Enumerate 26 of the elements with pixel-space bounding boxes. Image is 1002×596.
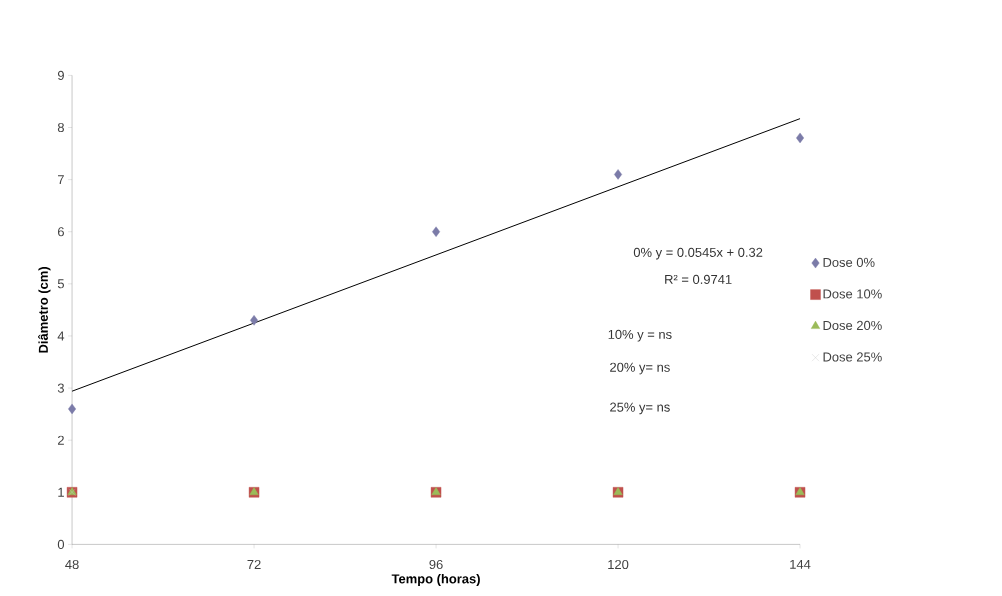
legend-label: Dose 10%	[823, 289, 882, 299]
annotation: 20% y= ns	[610, 362, 670, 375]
y-tick-label: 9	[57, 70, 64, 80]
x-tick-label: 120	[608, 559, 629, 570]
legend-label: Dose 0%	[823, 257, 875, 267]
annotation: 0% y = 0.0545x + 0.32	[633, 247, 763, 260]
annotation: 25% y= ns	[610, 402, 670, 415]
y-tick-label: 7	[58, 175, 64, 185]
x-tick-label: 144	[790, 559, 811, 569]
y-tick-label: 8	[57, 122, 64, 133]
y-tick-label: 3	[57, 383, 64, 393]
x-tick-label: 48	[65, 559, 79, 570]
annotation: 10% y = ns	[608, 329, 672, 342]
x-tick-label: 96	[429, 559, 443, 570]
x-axis-title: Tempo (horas)	[391, 573, 480, 586]
annotation: R² = 0.9741	[665, 274, 732, 284]
y-tick-label: 5	[57, 279, 64, 289]
y-tick-label: 2	[57, 435, 64, 445]
legend-label: Dose 25%	[823, 352, 882, 362]
y-tick-label: 6	[57, 227, 64, 237]
y-tick-label: 0	[57, 539, 65, 549]
legend-label: Dose 20%	[823, 320, 882, 331]
y-tick-label: 1	[58, 487, 64, 497]
x-tick-label: 72	[247, 559, 261, 569]
y-axis-title: Diâmetro (cm)	[38, 267, 51, 353]
y-tick-label: 4	[57, 331, 65, 341]
